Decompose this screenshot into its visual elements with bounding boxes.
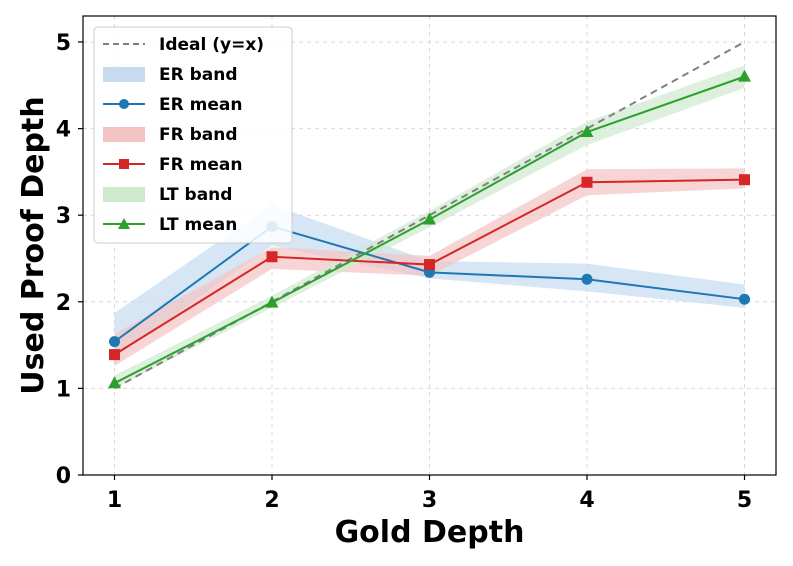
- x-tick-label: 1: [107, 488, 122, 513]
- legend-lt-mean-label: LT mean: [159, 215, 237, 235]
- legend-ideal-label: Ideal (y=x): [159, 35, 264, 55]
- x-tick-label: 2: [264, 488, 279, 513]
- legend-lt-mean-marker: [118, 218, 130, 229]
- er-mean-point: [739, 293, 750, 305]
- x-tick-label: 3: [422, 488, 437, 513]
- y-axis-label: Used Proof Depth: [16, 96, 51, 394]
- y-tick-label: 1: [56, 377, 71, 402]
- legend: Ideal (y=x) ER band ER mean FR band FR m…: [93, 26, 293, 244]
- er-mean-point: [109, 336, 120, 348]
- er-mean-point: [581, 273, 593, 285]
- lt-mean-point: [580, 125, 594, 138]
- legend-er-mean-marker: [119, 99, 129, 109]
- y-tick-label: 0: [56, 464, 71, 489]
- legend-fr-band-label: FR band: [159, 125, 238, 145]
- y-tick-label: 4: [56, 118, 71, 143]
- lt-mean-point: [108, 376, 121, 389]
- x-axis-label: Gold Depth: [335, 515, 525, 550]
- legend-fr-mean-label: FR mean: [159, 155, 242, 175]
- fr-mean-point: [266, 251, 278, 263]
- lt-mean-point: [265, 295, 279, 308]
- y-tick-label: 5: [56, 31, 71, 56]
- fr-mean-point: [581, 176, 593, 188]
- legend-fr-band-swatch: [103, 127, 145, 142]
- legend-fr-mean-marker: [119, 159, 129, 169]
- lt-mean-point: [738, 69, 751, 82]
- y-tick-label: 2: [56, 291, 71, 316]
- fr-mean-point: [739, 174, 750, 186]
- fr-mean-point: [109, 349, 120, 361]
- legend-lt-band-label: LT band: [159, 185, 232, 205]
- legend-er-mean-label: ER mean: [159, 95, 242, 115]
- ticks: 1 2 3 4 5 0 1 2 3 4 5: [56, 31, 752, 513]
- legend-lt-band-swatch: [103, 187, 145, 202]
- fr-mean-point: [424, 259, 435, 271]
- lt-mean-point: [423, 212, 436, 225]
- legend-er-band-swatch: [103, 67, 145, 82]
- x-tick-label: 4: [579, 488, 594, 513]
- legend-er-band-label: ER band: [159, 65, 238, 85]
- x-tick-label: 5: [737, 488, 752, 513]
- y-tick-label: 3: [56, 204, 71, 229]
